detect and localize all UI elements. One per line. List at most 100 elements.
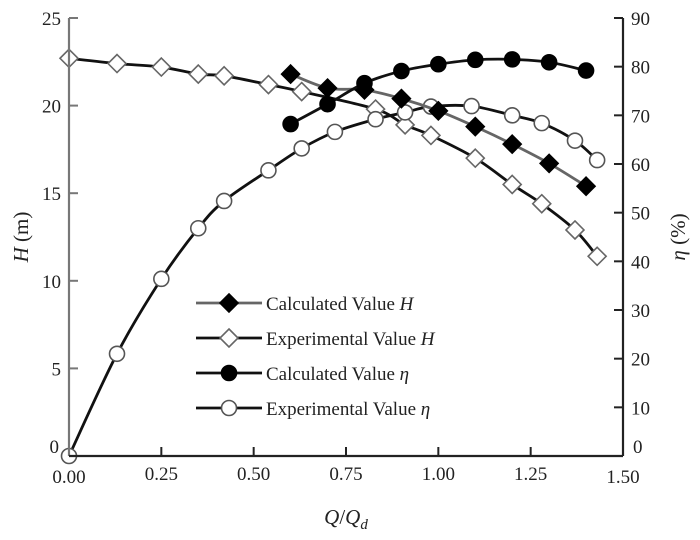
legend-item: Calculated Value H: [196, 292, 415, 315]
series-experimental-value: [60, 97, 606, 465]
y-axis-title-symbol: H: [9, 245, 33, 263]
y2-tick-label: 70: [631, 106, 650, 127]
data-point: [393, 62, 410, 80]
data-point: [319, 95, 336, 113]
data-point: [564, 219, 586, 241]
series-calculated-value: [282, 51, 595, 133]
legend-item: Experimental Value H: [196, 327, 436, 350]
data-point: [539, 153, 560, 174]
y-tick-label: 5: [52, 359, 62, 380]
x-tick-label: 0.50: [237, 464, 270, 485]
data-point: [577, 62, 595, 79]
legend-label-text: Experimental Value: [266, 329, 421, 350]
x-tick-label: 0.00: [52, 467, 85, 488]
y-tick-label: 0: [50, 437, 60, 458]
legend-label-text: Calculated Value: [266, 294, 400, 315]
legend-label: Calculated Value H: [266, 294, 415, 315]
data-point: [356, 74, 373, 92]
data-point: [215, 192, 233, 210]
legend-label-text: Experimental Value: [266, 399, 421, 420]
y-tick-label: 15: [42, 184, 61, 205]
x-axis-title-q: Q: [324, 505, 339, 529]
y-axis-title-unit: (m): [9, 212, 33, 248]
x-axis-title: Q/Qd: [324, 505, 368, 533]
data-point: [188, 63, 209, 85]
data-point: [420, 125, 442, 146]
data-point: [189, 219, 207, 237]
data-point: [502, 134, 523, 155]
legend-label-symbol: H: [399, 294, 415, 315]
legend-label: Experimental Value H: [266, 329, 436, 350]
data-point: [503, 107, 521, 124]
data-point: [317, 77, 338, 99]
data-point: [153, 270, 170, 288]
data-point: [326, 123, 344, 141]
legend-label-symbol: η: [400, 364, 409, 385]
data-point: [280, 63, 301, 85]
legend-marker: [220, 364, 238, 382]
x-axis-title-sep: /: [339, 505, 345, 529]
y-tick-label: 25: [42, 9, 61, 30]
data-point: [587, 246, 608, 267]
y2-tick-label: 20: [631, 350, 650, 371]
axes-layer: [67, 18, 625, 458]
data-point: [260, 162, 277, 179]
data-point: [428, 100, 449, 121]
data-point: [291, 81, 312, 102]
y2-tick-label: 40: [631, 252, 650, 273]
y2-tick-label: 60: [631, 155, 650, 176]
y2-tick-label: 50: [631, 204, 650, 225]
legend-label-symbol: η: [421, 399, 430, 420]
y2-axis-title-unit: (%): [666, 213, 690, 250]
y-tick-label: 20: [42, 97, 61, 118]
y2-tick-label: 30: [631, 301, 650, 322]
x-tick-label: 0.75: [329, 464, 362, 485]
data-point: [540, 53, 558, 71]
series-calculated-value-h: [280, 63, 597, 197]
data-point: [430, 55, 447, 73]
data-point: [531, 193, 552, 214]
legend-item: Experimental Value η: [196, 399, 430, 420]
data-point: [106, 53, 128, 74]
ticks-layer: 0.00 0.25 0.50 0.75 1.00 1.25 1.50 0 5 10 15 20 25 0 1…: [42, 9, 650, 488]
data-point: [293, 140, 310, 157]
legend-marker: [218, 292, 240, 314]
x-tick-label: 1.50: [606, 467, 639, 488]
data-point: [258, 74, 279, 95]
legend-item: Calculated Value η: [196, 364, 409, 385]
x-tick-label: 1.25: [514, 464, 547, 485]
data-point: [503, 51, 521, 68]
data-point: [465, 116, 486, 137]
legend-label: Calculated Value η: [266, 364, 409, 385]
data-point: [466, 51, 484, 69]
series-experimental-value-h: [58, 48, 608, 267]
data-point: [566, 132, 584, 149]
data-point: [575, 176, 597, 197]
x-axis-title-qd: Q: [345, 505, 360, 529]
data-point: [367, 110, 384, 128]
y2-tick-label: 0: [633, 437, 643, 458]
series-layer: [58, 48, 608, 465]
data-point: [151, 56, 172, 78]
data-point: [108, 345, 126, 363]
data-point: [533, 114, 551, 132]
data-point: [463, 97, 480, 115]
y-axis-title: H (m): [9, 212, 33, 264]
data-point: [588, 151, 606, 169]
data-point: [282, 115, 299, 133]
y-tick-label: 10: [42, 272, 61, 293]
data-point: [213, 65, 235, 86]
y2-tick-label: 80: [631, 58, 650, 79]
legend-marker: [220, 399, 238, 417]
legend-label-symbol: H: [420, 329, 436, 350]
data-point: [391, 88, 412, 109]
y2-tick-label: 10: [631, 398, 650, 419]
legend-label-text: Calculated Value: [266, 364, 400, 385]
y2-tick-label: 90: [631, 9, 650, 30]
data-point: [465, 148, 486, 169]
x-axis-title-subscript: d: [360, 517, 368, 533]
data-point: [502, 174, 523, 195]
x-tick-label: 0.25: [145, 464, 178, 485]
